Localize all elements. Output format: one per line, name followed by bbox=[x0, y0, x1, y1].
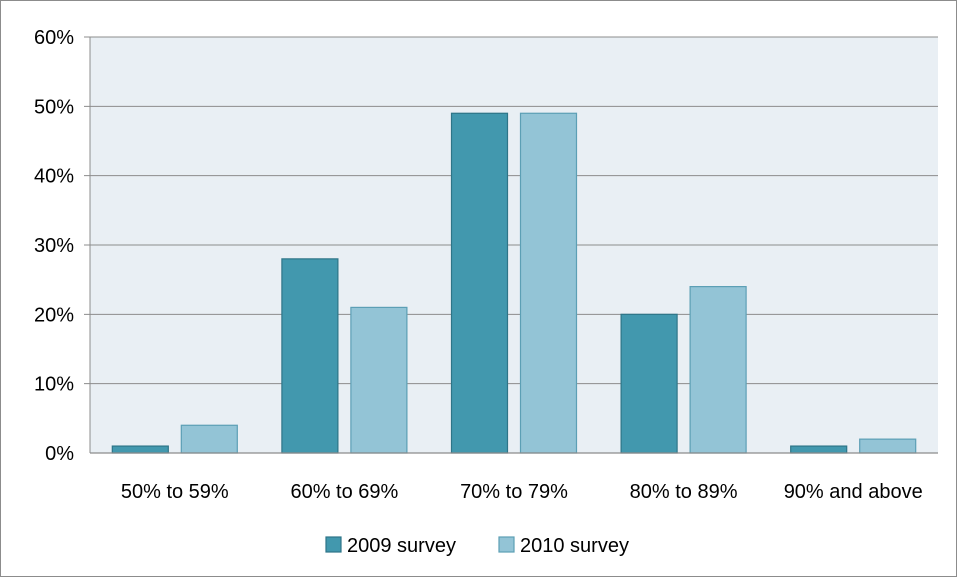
x-tick-label: 80% to 89% bbox=[630, 481, 738, 503]
y-tick-label: 10% bbox=[34, 374, 74, 396]
bar-2010-3 bbox=[689, 286, 747, 454]
legend: 2009 survey 2010 survey bbox=[325, 535, 629, 557]
bar-2009-0 bbox=[111, 445, 169, 454]
x-tick-label: 90% and above bbox=[784, 481, 923, 503]
y-tick-label: 20% bbox=[34, 304, 74, 326]
y-tick-label: 60% bbox=[34, 27, 74, 49]
bar-2009-1 bbox=[281, 258, 339, 454]
legend-label: 2010 survey bbox=[520, 535, 629, 557]
y-tick-label: 50% bbox=[34, 96, 74, 118]
bar-2010-0 bbox=[180, 424, 238, 454]
legend-item: 2010 survey bbox=[498, 535, 629, 557]
bar-2009-4 bbox=[790, 445, 848, 454]
x-axis-tick-labels: 50% to 59% 60% to 69% 70% to 79% 80% to 89%… bbox=[121, 481, 923, 503]
bar-2009-3 bbox=[620, 313, 678, 454]
legend-label: 2009 survey bbox=[347, 535, 456, 557]
bar-2010-4 bbox=[859, 438, 917, 454]
bar-2010-1 bbox=[350, 306, 408, 454]
bar-2010-2 bbox=[519, 112, 578, 454]
y-axis-tick-labels: 0% 10% 20% 30% 40% 50% 60% bbox=[34, 27, 74, 465]
y-tick-label: 0% bbox=[45, 443, 74, 465]
bar-2009-2 bbox=[450, 112, 509, 454]
gridlines bbox=[84, 36, 938, 453]
x-tick-label: 70% to 79% bbox=[460, 481, 568, 503]
x-tick-label: 50% to 59% bbox=[121, 481, 229, 503]
x-tick-label: 60% to 69% bbox=[290, 481, 398, 503]
legend-item: 2009 survey bbox=[325, 535, 456, 557]
bars bbox=[111, 112, 917, 454]
legend-swatch bbox=[325, 536, 342, 553]
y-tick-label: 40% bbox=[34, 166, 74, 188]
y-tick-label: 30% bbox=[34, 235, 74, 257]
legend-swatch bbox=[498, 536, 515, 553]
